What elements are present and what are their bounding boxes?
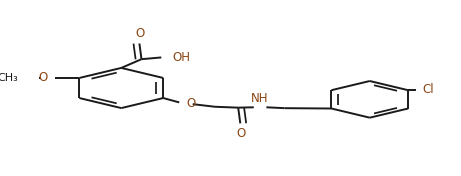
Text: OH: OH <box>172 51 190 64</box>
Text: O: O <box>136 27 145 40</box>
Text: CH₃: CH₃ <box>0 73 18 83</box>
Text: O: O <box>186 97 195 110</box>
Text: O: O <box>38 71 47 84</box>
Text: O: O <box>236 127 245 140</box>
Text: NH: NH <box>250 92 268 105</box>
Text: Cl: Cl <box>423 83 434 96</box>
